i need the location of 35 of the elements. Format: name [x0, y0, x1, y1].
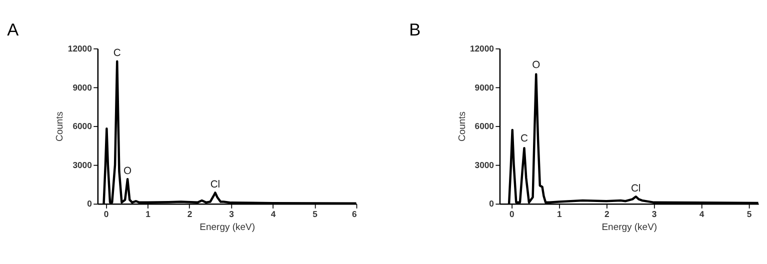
y-tick-label: 12000: [470, 43, 494, 54]
annotation: C: [113, 48, 122, 60]
x-tick-label: 3: [229, 209, 234, 220]
x-tick-label: 2: [604, 209, 610, 220]
annotation: C: [520, 134, 528, 145]
y-tick-label: 0: [87, 198, 92, 209]
x-tick-label: 5: [312, 209, 318, 220]
chart-title: A: [7, 19, 20, 40]
annotation: Cl: [210, 180, 220, 191]
annotation: O: [124, 166, 132, 177]
x-tick-label: 0: [509, 209, 514, 220]
y-tick-label: 9000: [474, 82, 494, 92]
x-tick-label: 3: [652, 209, 657, 220]
annotation: Cl: [630, 183, 641, 194]
x-tick-label: 0: [104, 209, 109, 220]
x-axis-title: Energy (keV): [602, 222, 658, 234]
y-tick-label: 6000: [72, 121, 92, 132]
chart-title: B: [409, 19, 421, 40]
x-tick-label: 5: [746, 209, 752, 220]
x-tick-label: 1: [556, 209, 562, 220]
x-tick-label: 6: [352, 209, 357, 220]
y-tick-label: 0: [489, 198, 494, 209]
y-tick-label: 6000: [474, 121, 494, 132]
y-tick-label: 9000: [72, 82, 92, 92]
x-tick-label: 1: [146, 209, 151, 220]
y-tick-label: 12000: [68, 43, 92, 54]
y-tick-label: 3000: [474, 160, 494, 170]
x-tick-label: 4: [699, 209, 704, 220]
y-tick-label: 3000: [72, 160, 92, 170]
annotation: O: [532, 60, 540, 71]
x-tick-label: 2: [187, 209, 192, 220]
y-axis-title: Counts: [456, 111, 468, 142]
y-axis-title: Counts: [54, 111, 66, 142]
x-tick-label: 4: [270, 209, 276, 220]
x-axis-title: Energy (keV): [200, 222, 256, 234]
